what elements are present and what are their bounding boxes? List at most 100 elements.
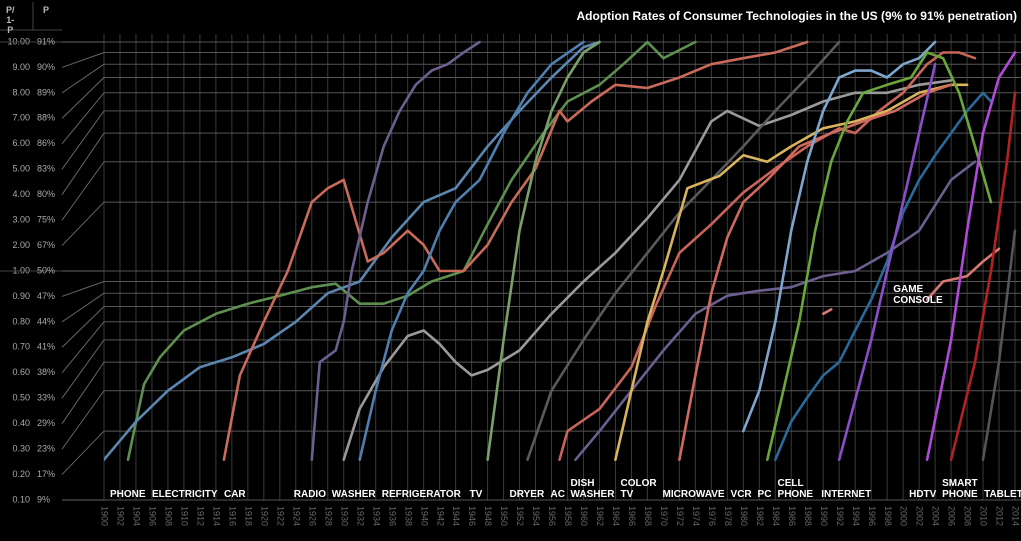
tick-connector: [61, 339, 105, 399]
tick-connector: [61, 361, 105, 424]
series-label: VCR: [730, 489, 752, 500]
x-tick-label: 1982: [755, 506, 765, 526]
x-tick-label: 1948: [483, 506, 493, 526]
y-tick-label: 0.60: [12, 367, 30, 377]
tick-connector: [61, 306, 105, 348]
y-tick-label: 0.10: [12, 494, 30, 504]
x-tick-label: 2008: [963, 506, 973, 526]
y-tick-label: 4.00: [12, 189, 30, 199]
series-label: MICROWAVE: [662, 489, 725, 500]
x-tick-label: 1912: [196, 506, 206, 526]
series-label: GAME CONSOLE: [893, 283, 943, 306]
x-tick-label: 1998: [883, 506, 893, 526]
y-tick-label: 0.20: [12, 469, 30, 479]
series-label: INTERNET: [821, 489, 872, 500]
series-line: [358, 40, 585, 461]
y2-tick-label: 38%: [37, 367, 55, 377]
series-label: CELL PHONE: [777, 478, 814, 500]
x-tick-label: 1910: [180, 506, 190, 526]
x-tick-label: 1974: [691, 506, 701, 526]
tick-connector: [61, 292, 105, 323]
series-line: [558, 51, 977, 461]
x-tick-label: 1924: [291, 506, 301, 526]
x-tick-label: 1900: [100, 506, 110, 526]
x-tick-label: 1970: [659, 506, 669, 526]
y2-tick-label: 86%: [37, 138, 55, 148]
x-tick-label: 1956: [547, 506, 557, 526]
series-line: [126, 40, 697, 461]
y2-tick-label: 17%: [37, 469, 55, 479]
y2-tick-label: 83%: [37, 164, 55, 174]
tick-connector: [61, 110, 105, 170]
y-tick-label: 5.00: [12, 164, 30, 174]
series-line: [925, 51, 1017, 461]
x-tick-label: 1952: [515, 506, 525, 526]
tick-connector: [61, 63, 105, 94]
x-tick-label: 1962: [595, 506, 605, 526]
y-axis-label: P/ 1-P: [6, 5, 15, 35]
x-tick-label: 2014: [1011, 506, 1021, 526]
x-tick-label: 1902: [116, 506, 126, 526]
y2-tick-label: 33%: [37, 393, 55, 403]
x-tick-label: 1950: [499, 506, 509, 526]
series-label: AC: [550, 489, 565, 500]
x-tick-label: 2000: [899, 506, 909, 526]
x-tick-label: 1958: [563, 506, 573, 526]
series-label: TABLET: [984, 489, 1021, 500]
y-tick-label: 1.00: [12, 265, 30, 275]
x-tick-label: 1932: [355, 506, 365, 526]
x-tick-label: 1968: [643, 506, 653, 526]
x-tick-label: 1942: [435, 506, 445, 526]
series-label: CAR: [223, 489, 246, 500]
tick-connector: [61, 92, 105, 145]
x-tick-label: 1930: [339, 506, 349, 526]
x-tick-label: 1926: [307, 506, 317, 526]
y2-tick-label: 29%: [37, 418, 55, 428]
series-line: [310, 40, 481, 461]
series-label: DRYER: [509, 489, 545, 500]
x-tick-label: 1972: [675, 506, 685, 526]
y-tick-label: 3.00: [12, 214, 30, 224]
series-label: SMART PHONE: [942, 478, 978, 500]
x-tick-label: 1964: [611, 506, 621, 526]
series-line: [222, 40, 809, 461]
y-tick-label: 9.00: [12, 62, 30, 72]
tick-connector: [61, 321, 105, 374]
series-label: DISH WASHER: [570, 478, 615, 500]
x-tick-label: 1980: [739, 506, 749, 526]
y2-tick-label: 67%: [37, 240, 55, 250]
chart-title: Adoption Rates of Consumer Technologies …: [577, 9, 1017, 23]
y-tick-label: 7.00: [12, 113, 30, 123]
tick-connector: [61, 132, 105, 195]
y2-tick-label: 50%: [37, 265, 55, 275]
tick-connector: [61, 281, 105, 297]
y-tick-label: 0.90: [12, 291, 30, 301]
x-tick-label: 1986: [787, 506, 797, 526]
x-tick-label: 1906: [148, 506, 158, 526]
x-tick-label: 1908: [164, 506, 174, 526]
x-tick-label: 1918: [243, 506, 253, 526]
series-label: PHONE: [109, 489, 146, 500]
x-tick-label: 2004: [931, 506, 941, 526]
y-tick-label: 0.40: [12, 418, 30, 428]
x-tick-label: 1904: [132, 506, 142, 526]
y2-tick-label: 44%: [37, 316, 55, 326]
series-label: HDTV: [909, 489, 937, 500]
series-line: [678, 83, 953, 461]
y2-tick-label: 89%: [37, 87, 55, 97]
tick-connector: [61, 201, 105, 246]
y-tick-label: 0.50: [12, 393, 30, 403]
x-tick-label: 1984: [771, 506, 781, 526]
x-tick-label: 2010: [979, 506, 989, 526]
y2-tick-label: 47%: [37, 291, 55, 301]
x-tick-label: 1994: [851, 506, 861, 526]
y-tick-label: 2.00: [12, 240, 30, 250]
y2-axis-label: P: [43, 5, 50, 15]
x-tick-label: 1928: [323, 506, 333, 526]
series-label: TV: [469, 489, 483, 500]
x-tick-label: 1976: [707, 506, 717, 526]
x-tick-label: 1944: [451, 506, 461, 526]
series-line: [821, 247, 1001, 316]
y2-tick-label: 75%: [37, 214, 55, 224]
tick-connector: [61, 52, 105, 68]
